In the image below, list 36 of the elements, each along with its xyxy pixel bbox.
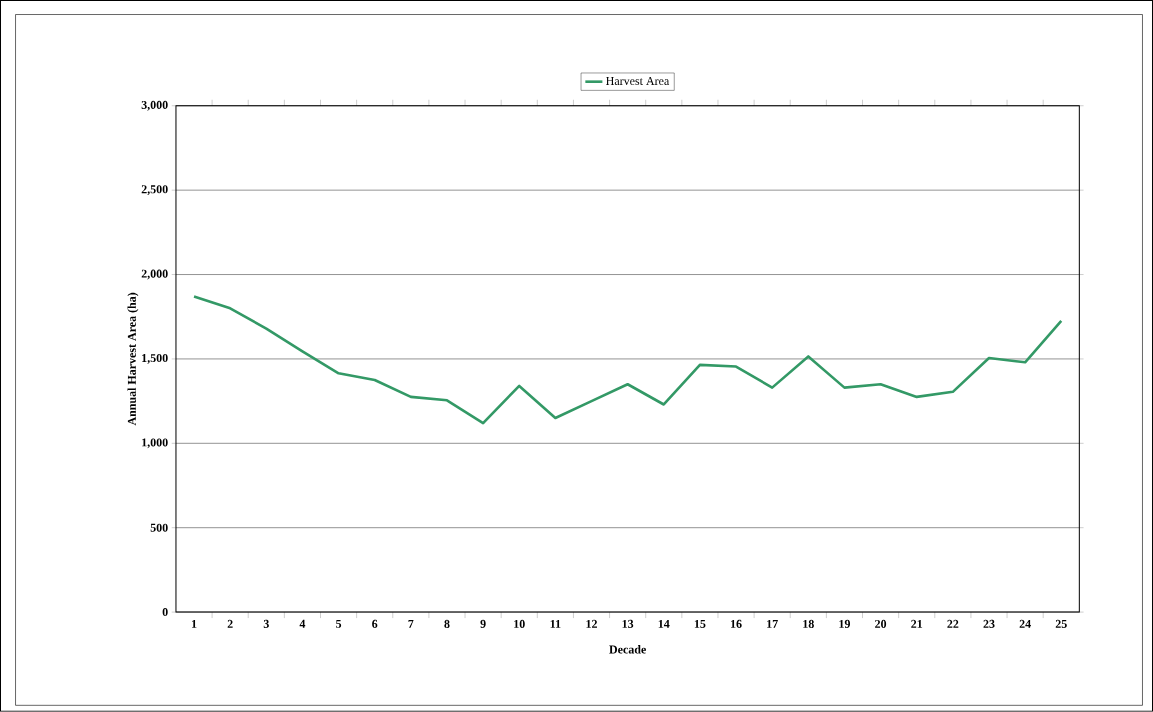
x-tick-label: 18 [803,619,814,629]
x-tick-label: 12 [586,619,597,628]
y-tick-label: 500 [150,523,168,532]
y-tick-label: 0 [162,608,168,617]
x-tick-label: 10 [514,619,525,629]
x-tick-label: 5 [336,619,342,628]
x-tick-label: 22 [947,619,959,628]
x-tick-label: 14 [658,619,670,628]
x-tick-label: 20 [875,619,887,629]
y-tick-label: 1,000 [142,438,168,449]
y-tick-label: 2,000 [141,269,168,280]
x-tick-label: 2 [227,619,233,628]
x-tick-label: 21 [911,619,923,628]
legend-label: Harvest Area [606,77,670,86]
x-tick-label: 9 [480,619,486,628]
x-tick-label: 4 [299,619,306,628]
x-tick-label: 7 [408,619,414,628]
x-tick-label: 19 [839,619,851,628]
line-series [192,295,1063,425]
x-tick-label: 25 [1055,619,1067,628]
x-tick-label: 8 [444,619,450,629]
x-axis-title: Decade [609,645,646,654]
x-tick-label: 1 [191,619,197,628]
x-tick-label: 11 [550,619,561,628]
y-tick-label: 3,000 [141,100,168,111]
x-tick-label: 23 [983,619,995,628]
x-tick-label: 16 [731,619,742,628]
x-tick-label: 15 [694,619,706,628]
x-tick-label: 17 [767,619,778,628]
x-tick-label: 3 [263,619,269,628]
x-tick-label: 6 [372,619,378,628]
x-tick-label: 24 [1019,619,1031,628]
y-tick-label: 1,500 [142,354,168,364]
y-tick-label: 2,500 [141,185,168,196]
x-tick-label: 13 [622,619,634,628]
y-axis-title: Annual Harvest Area (ha) [127,292,139,426]
